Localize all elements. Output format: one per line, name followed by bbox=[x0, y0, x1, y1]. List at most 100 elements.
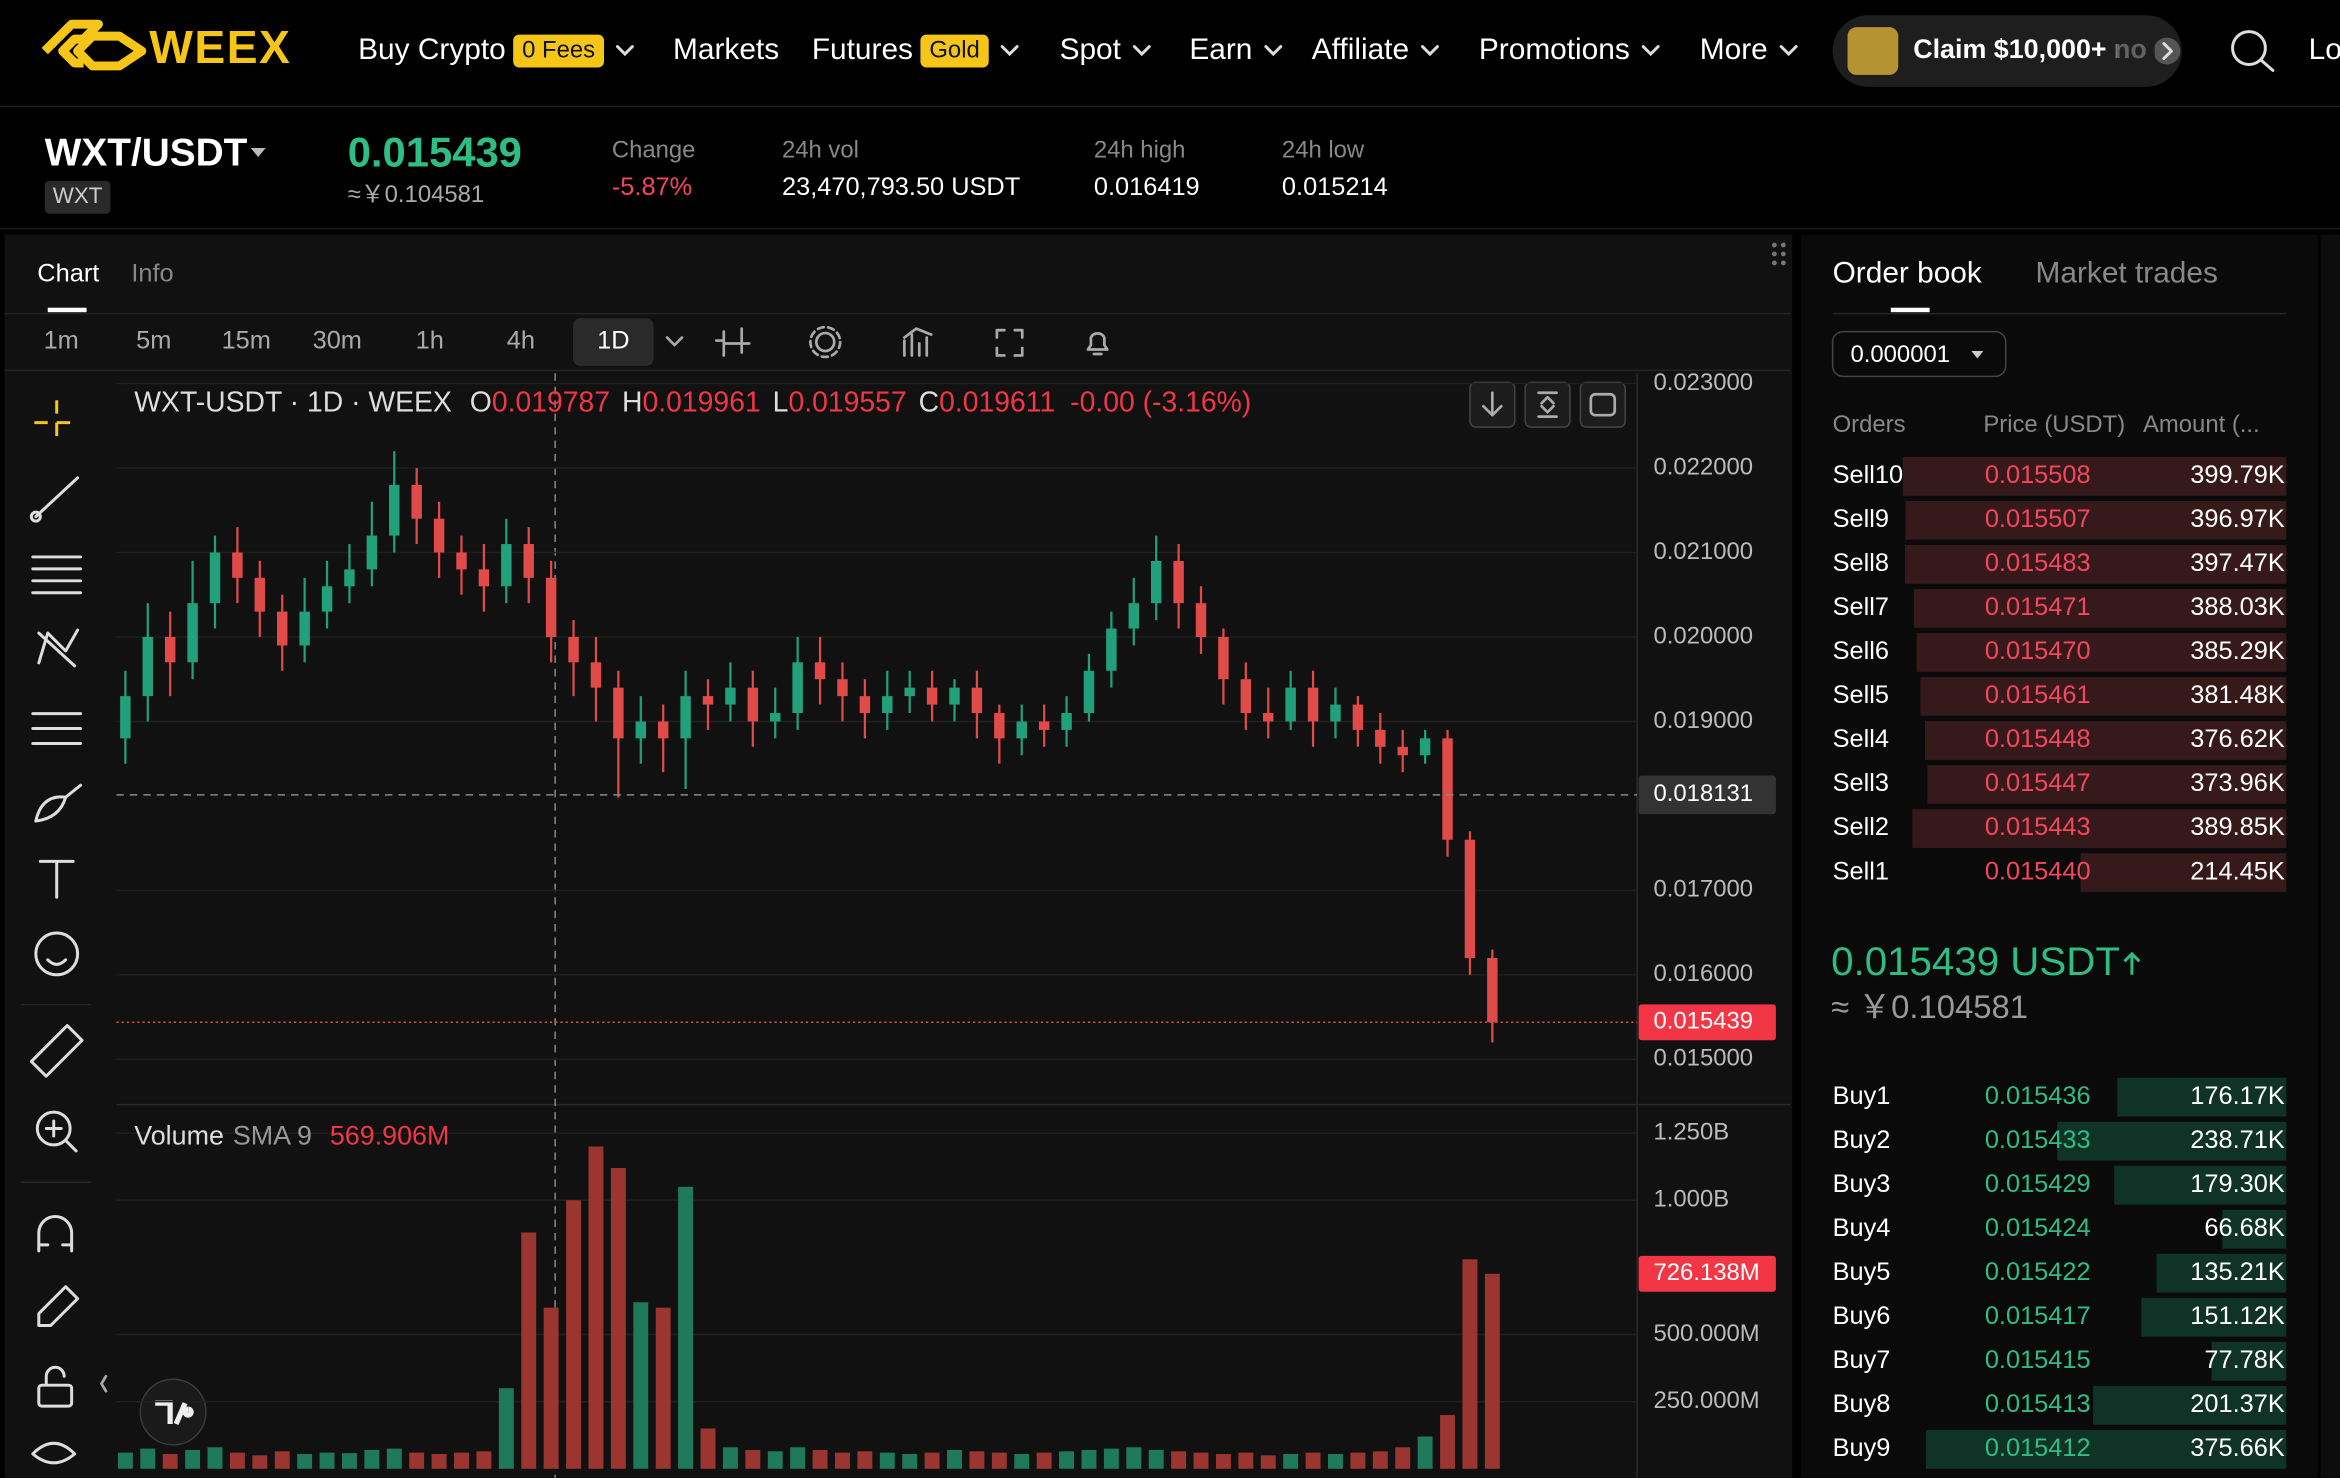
order-price[interactable]: 0.015448 bbox=[1985, 725, 2091, 753]
volume-bar bbox=[431, 1453, 447, 1469]
collapse-button[interactable] bbox=[1524, 381, 1571, 428]
nav-item[interactable]: Promotions bbox=[1479, 33, 1630, 66]
interval[interactable]: 30m bbox=[313, 327, 362, 355]
nav-item[interactable]: Affiliate bbox=[1312, 33, 1409, 66]
depth-bar bbox=[1924, 721, 2287, 760]
nav-item[interactable]: Buy Crypto bbox=[358, 33, 506, 66]
nav-caret[interactable] bbox=[1132, 45, 1151, 57]
maximize-button[interactable] bbox=[1579, 381, 1626, 428]
pair-name[interactable]: WXT/USDT bbox=[45, 132, 248, 175]
order-price[interactable]: 0.015412 bbox=[1985, 1434, 2091, 1462]
logo-text[interactable]: WEEX bbox=[149, 21, 291, 73]
precision-select[interactable] bbox=[1831, 330, 2007, 378]
order-price[interactable]: 0.015440 bbox=[1985, 857, 2091, 885]
order-price[interactable]: 0.015424 bbox=[1985, 1214, 2091, 1242]
interval[interactable]: 5m bbox=[136, 327, 171, 355]
interval[interactable]: 1h bbox=[416, 327, 444, 355]
logo-icon[interactable] bbox=[41, 19, 147, 71]
settings-icon-ring bbox=[809, 325, 842, 359]
lines-tool[interactable] bbox=[31, 555, 83, 595]
order-price[interactable]: 0.015436 bbox=[1985, 1082, 2091, 1110]
order-amount: 389.85K bbox=[2190, 813, 2285, 841]
search-icon-handle bbox=[2259, 58, 2275, 72]
nav-caret[interactable] bbox=[615, 45, 634, 57]
pattern-tool[interactable] bbox=[37, 628, 80, 668]
collapse-toolbar[interactable] bbox=[100, 1374, 108, 1393]
candle-body bbox=[837, 679, 848, 697]
lock-drawing-tool[interactable] bbox=[37, 1285, 80, 1327]
magnet-tool[interactable] bbox=[37, 1215, 74, 1253]
pair-caret[interactable] bbox=[250, 148, 266, 157]
volume-tick-label: 1.250B bbox=[1654, 1118, 1730, 1145]
nav-item[interactable]: Markets bbox=[673, 33, 779, 66]
chart-tools[interactable] bbox=[665, 325, 1109, 359]
promo-text[interactable]: Claim $10,000+ no bbox=[1913, 34, 2147, 64]
nav-item[interactable]: Earn bbox=[1189, 33, 1252, 66]
interval[interactable]: 15m bbox=[222, 327, 271, 355]
order-price[interactable]: 0.015413 bbox=[1985, 1390, 2091, 1418]
interval[interactable]: 4h bbox=[507, 327, 535, 355]
line-tool[interactable] bbox=[34, 476, 80, 519]
nav-caret[interactable] bbox=[1420, 45, 1439, 57]
order-price[interactable]: 0.015429 bbox=[1985, 1170, 2091, 1198]
order-level: Buy1 bbox=[1833, 1082, 1891, 1110]
order-price[interactable]: 0.015507 bbox=[1985, 505, 2091, 533]
volume-bar bbox=[319, 1452, 335, 1469]
nav-caret[interactable] bbox=[1641, 45, 1660, 57]
indicator-icon[interactable] bbox=[714, 327, 751, 357]
settings-icon[interactable] bbox=[814, 331, 836, 353]
order-price[interactable]: 0.015508 bbox=[1985, 461, 2091, 489]
nav-item[interactable]: Futures bbox=[812, 33, 913, 66]
nav-item[interactable]: Spot bbox=[1060, 33, 1122, 66]
chart-tab[interactable]: Chart bbox=[37, 260, 99, 288]
order-price[interactable]: 0.015417 bbox=[1985, 1302, 2091, 1330]
order-price[interactable]: 0.015422 bbox=[1985, 1258, 2091, 1286]
chart-buttons[interactable] bbox=[1469, 381, 1626, 428]
orderbook-tab[interactable]: Order book bbox=[1833, 257, 1982, 290]
orderbook-tab[interactable]: Market trades bbox=[2036, 257, 2218, 290]
zoom-tool[interactable] bbox=[35, 1110, 72, 1147]
tradingview-logo[interactable] bbox=[139, 1378, 207, 1446]
order-price[interactable]: 0.015443 bbox=[1985, 813, 2091, 841]
order-level: Buy9 bbox=[1833, 1434, 1891, 1462]
brush-tool[interactable] bbox=[34, 783, 83, 823]
order-price[interactable]: 0.015433 bbox=[1985, 1126, 2091, 1154]
fib-tool[interactable] bbox=[31, 712, 83, 745]
order-price[interactable]: 0.015447 bbox=[1985, 769, 2091, 797]
lock-tool[interactable] bbox=[37, 1383, 74, 1408]
order-price[interactable]: 0.015415 bbox=[1985, 1346, 2091, 1374]
nav-caret[interactable] bbox=[1264, 45, 1283, 57]
order-price[interactable]: 0.015461 bbox=[1985, 681, 2091, 709]
interval-caret[interactable] bbox=[665, 336, 684, 347]
candle-body bbox=[1487, 958, 1498, 1023]
volume-bar bbox=[700, 1428, 716, 1469]
chart-type-icon[interactable] bbox=[903, 327, 933, 357]
nav-item[interactable]: More bbox=[1700, 33, 1768, 66]
text-tool[interactable] bbox=[38, 859, 75, 899]
base-badge-text: WXT bbox=[53, 183, 103, 208]
interval[interactable]: 1m bbox=[44, 327, 79, 355]
crosshair-tool[interactable] bbox=[34, 400, 80, 446]
alert-icon[interactable] bbox=[1086, 332, 1109, 356]
ruler-tool[interactable] bbox=[29, 1024, 84, 1078]
order-amount: 214.45K bbox=[2190, 857, 2285, 885]
chart-tab[interactable]: Info bbox=[131, 260, 173, 288]
login-button[interactable]: Lo bbox=[2309, 33, 2340, 66]
promo-pill[interactable] bbox=[1832, 15, 2182, 87]
nav-caret[interactable] bbox=[1000, 45, 1019, 57]
nav-caret[interactable] bbox=[1779, 45, 1798, 57]
order-amount: 373.96K bbox=[2190, 769, 2285, 797]
fullscreen-icon[interactable] bbox=[995, 328, 1024, 357]
eye-tool[interactable] bbox=[31, 1441, 77, 1465]
volume-tick-label: 500.000M bbox=[1654, 1320, 1760, 1347]
interval[interactable]: 1D bbox=[597, 327, 629, 355]
panel-drag[interactable] bbox=[1772, 242, 1786, 266]
order-price[interactable]: 0.015470 bbox=[1985, 637, 2091, 665]
search-icon[interactable] bbox=[2231, 30, 2267, 66]
drawing-toolbar[interactable] bbox=[20, 400, 108, 1465]
candle-body bbox=[613, 687, 624, 739]
order-price[interactable]: 0.015483 bbox=[1985, 549, 2091, 577]
candle-body bbox=[1419, 738, 1431, 756]
emoji-tool[interactable] bbox=[34, 931, 80, 977]
order-price[interactable]: 0.015471 bbox=[1985, 593, 2091, 621]
